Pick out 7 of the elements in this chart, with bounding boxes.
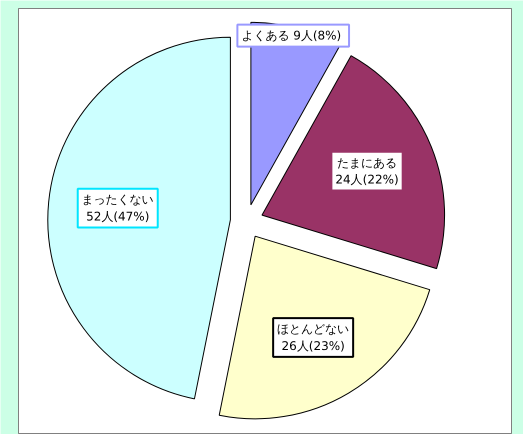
slice-label: まったくない xyxy=(82,192,154,207)
slice-label: よくある 9人(8%) xyxy=(241,28,342,43)
slice-label: ほとんどない xyxy=(277,322,350,336)
data-label: 26人(23%) xyxy=(281,338,345,353)
data-label: 52人(47%) xyxy=(86,210,150,224)
data-label: 24人(22%) xyxy=(335,172,399,187)
slice-label: たまにある xyxy=(337,156,398,170)
